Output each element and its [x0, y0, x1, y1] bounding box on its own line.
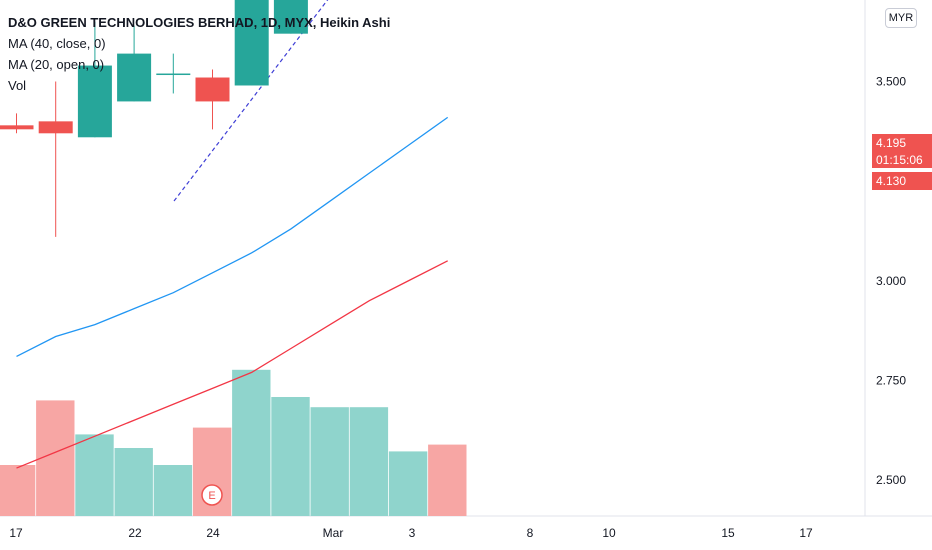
volume-bar — [388, 451, 428, 516]
entry-price-tag: 4.130 — [872, 172, 932, 190]
volume-bar — [114, 448, 153, 516]
volume-bar — [349, 407, 389, 516]
candle-body — [117, 53, 152, 102]
legend-volume[interactable]: Vol — [8, 78, 27, 93]
volume-bar — [271, 397, 310, 516]
ma40-line — [16, 116, 449, 358]
earnings-marker-icon — [201, 484, 223, 506]
earnings-marker-label: E — [208, 490, 215, 502]
time-tick-label: 22 — [128, 526, 142, 540]
time-tick-label: 10 — [602, 526, 616, 540]
volume-bar — [75, 434, 114, 516]
volume-bar — [310, 407, 349, 516]
price-tick-label: 2.500 — [876, 473, 906, 487]
candle-body — [0, 125, 34, 130]
candle-body — [38, 121, 73, 134]
last-price-tag: 4.195 — [872, 134, 932, 152]
time-tick-label: 17 — [9, 526, 23, 540]
time-tick-label: 17 — [799, 526, 813, 540]
candle-body — [156, 73, 191, 76]
volume-bar — [428, 444, 467, 516]
time-tick-label: 8 — [527, 526, 534, 540]
legend-ma20[interactable]: MA (20, open, 0) — [8, 57, 105, 72]
ma20-line — [16, 260, 448, 469]
symbol-title: D&O GREEN TECHNOLOGIES BERHAD, 1D, MYX, … — [8, 15, 391, 30]
candle-body — [77, 65, 112, 138]
time-tick-label: 15 — [721, 526, 735, 540]
time-tick-label: Mar — [323, 526, 344, 540]
time-tick-label: 3 — [409, 526, 416, 540]
price-tick-label: 3.000 — [876, 274, 906, 288]
volume-bar — [0, 465, 36, 516]
countdown-tag: 01:15:06 — [872, 151, 932, 168]
price-tick-label: 2.750 — [876, 373, 906, 387]
candle-body — [273, 0, 308, 34]
volume-bar — [232, 369, 271, 516]
chart-legend: D&O GREEN TECHNOLOGIES BERHAD, 1D, MYX, … — [8, 12, 390, 96]
volume-bar — [36, 400, 75, 516]
legend-ma40[interactable]: MA (40, close, 0) — [8, 36, 106, 51]
volume-bar — [153, 465, 193, 516]
candle-body — [234, 0, 269, 86]
time-tick-label: 24 — [206, 526, 220, 540]
candle-body — [195, 77, 230, 102]
price-tick-label: 3.500 — [876, 75, 906, 89]
currency-button[interactable]: MYR — [885, 8, 917, 28]
